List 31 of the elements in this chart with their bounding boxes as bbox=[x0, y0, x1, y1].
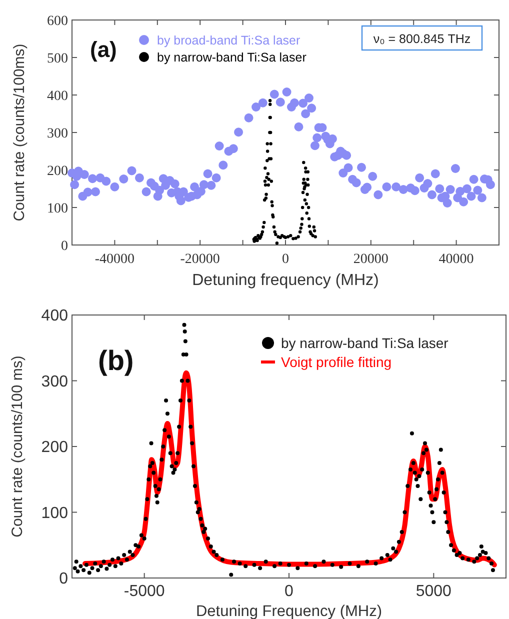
x-tick-label: -40000 bbox=[94, 252, 135, 267]
y-axis-title: Count rate (counts/100ms) bbox=[11, 44, 28, 222]
y-tick-label: 400 bbox=[47, 88, 68, 104]
y-tick-label: 300 bbox=[41, 373, 68, 390]
x-tick-label: 20000 bbox=[353, 252, 388, 267]
legend-label: Voigt profile fitting bbox=[281, 354, 392, 370]
y-axis-title: Count rate (counts/100 ms) bbox=[9, 356, 26, 538]
x-tick-label: -5000 bbox=[124, 583, 165, 600]
y-tick-label: 100 bbox=[47, 201, 68, 216]
y-tick-label: 600 bbox=[47, 14, 68, 29]
x-tick-label: 40000 bbox=[438, 252, 474, 267]
x-tick-label: 0 bbox=[282, 252, 289, 267]
y-tick-label: 0 bbox=[61, 238, 68, 254]
y-tick-label: 500 bbox=[47, 51, 68, 66]
legend-label: by broad-band Ti:Sa laser bbox=[157, 33, 300, 48]
legend-label: by narrow-band Ti:Sa laser bbox=[157, 50, 306, 64]
y-tick-label: 100 bbox=[41, 504, 68, 522]
annotation: ν₀ = 800.845 THz bbox=[373, 32, 471, 46]
x-tick-label: 0 bbox=[284, 583, 294, 600]
annotation: (b) bbox=[98, 345, 134, 376]
y-tick-label: 200 bbox=[41, 439, 68, 456]
x-tick-label: -20000 bbox=[180, 252, 220, 267]
annotation: (a) bbox=[90, 37, 117, 62]
x-tick-label: 5000 bbox=[416, 583, 452, 600]
y-tick-label: 0 bbox=[59, 570, 68, 588]
x-axis-title: Detuning Frequency (MHz) bbox=[196, 603, 382, 619]
legend-label: by narrow-band Ti:Sa laser bbox=[281, 334, 449, 351]
y-tick-label: 300 bbox=[47, 126, 68, 142]
x-axis-title: Detuning frequency (MHz) bbox=[192, 272, 379, 289]
y-tick-label: 400 bbox=[41, 308, 68, 325]
y-tick-label: 200 bbox=[47, 164, 68, 179]
